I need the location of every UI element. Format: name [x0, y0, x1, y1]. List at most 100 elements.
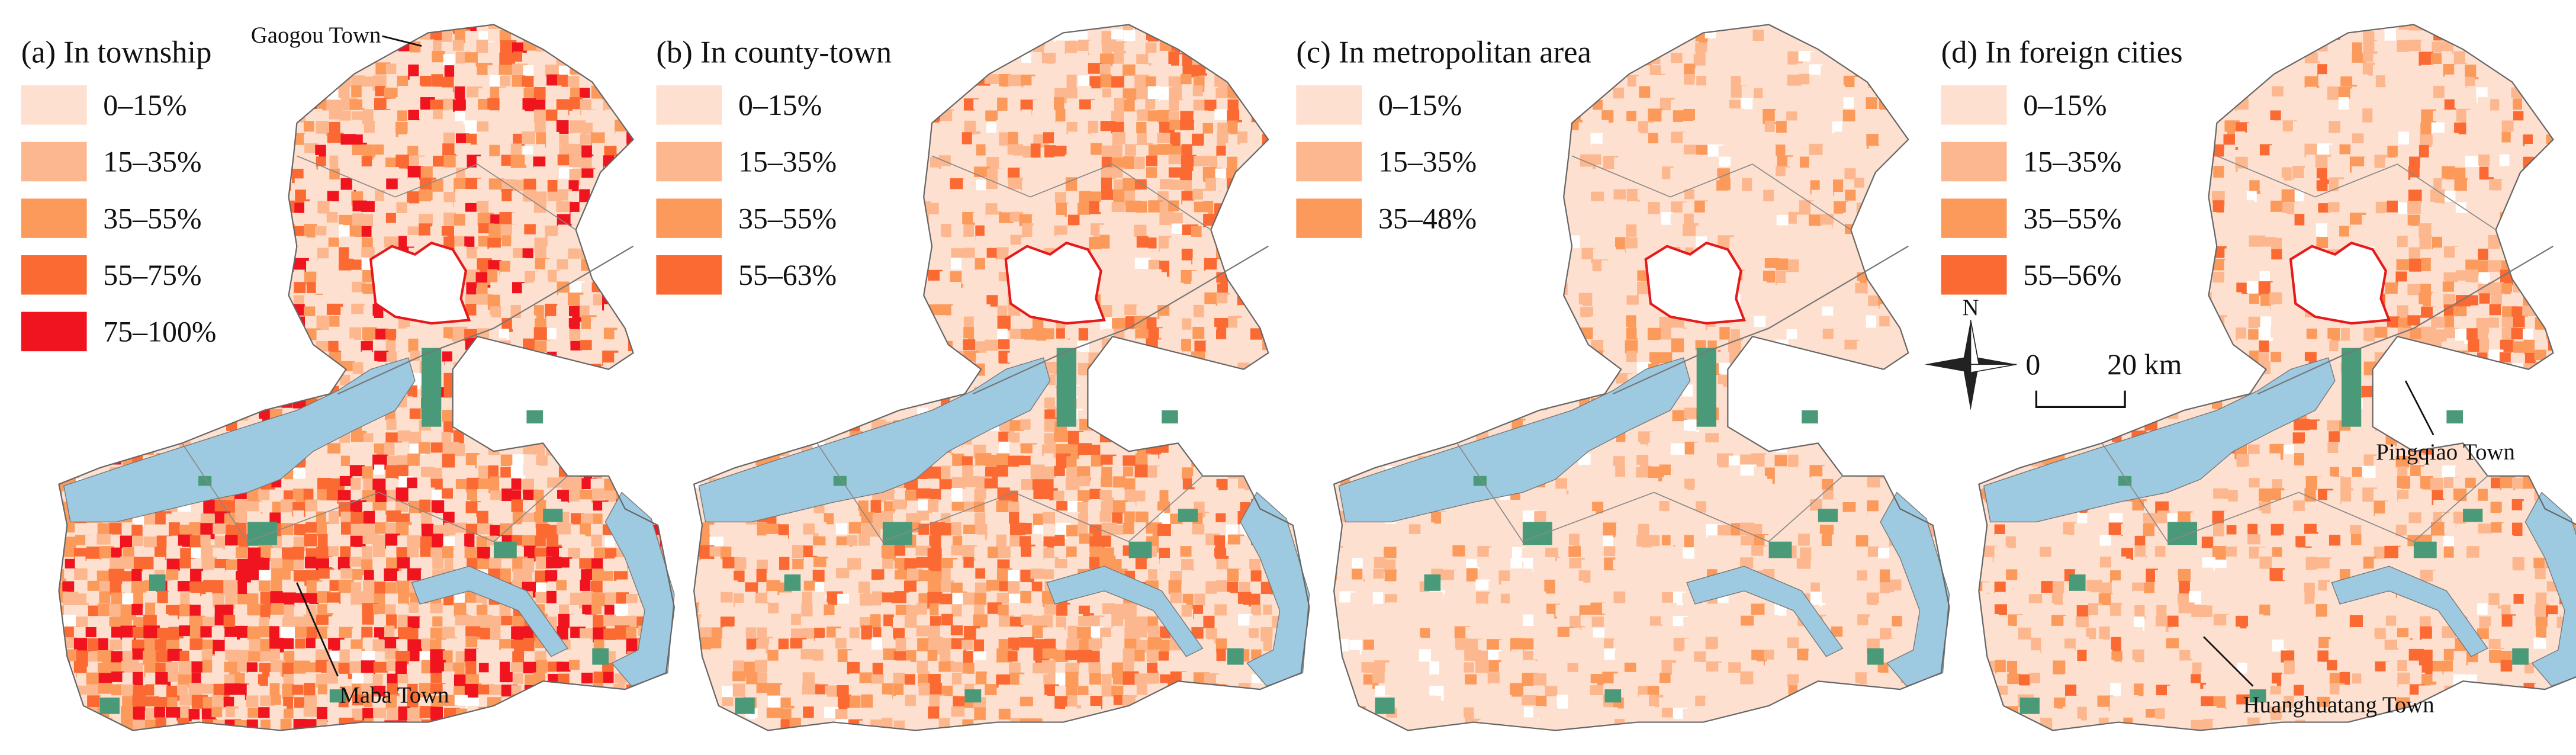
map-tile	[951, 131, 963, 145]
map-tile	[568, 248, 580, 261]
map-tile	[223, 339, 234, 356]
map-tile	[987, 40, 998, 50]
map-tile	[1054, 215, 1065, 229]
map-tile	[419, 63, 432, 79]
map-tile	[395, 661, 407, 676]
map-tile	[465, 661, 477, 676]
map-tile	[409, 500, 420, 517]
map-tile	[710, 304, 723, 314]
map-tile	[545, 110, 559, 123]
map-tile	[305, 189, 319, 200]
map-tile	[592, 188, 607, 201]
map-tile	[1295, 131, 1310, 143]
map-tile	[223, 615, 237, 628]
map-tile	[792, 318, 805, 329]
map-tile	[1088, 156, 1102, 168]
map-tile	[271, 237, 285, 252]
map-tile	[294, 660, 310, 674]
map-tile	[488, 397, 499, 410]
map-tile	[1123, 24, 1133, 31]
map-tile	[591, 422, 604, 433]
map-tile	[533, 87, 546, 101]
map-tile	[824, 110, 837, 121]
map-tile	[442, 478, 458, 490]
map-tile	[246, 695, 259, 708]
map-tile	[591, 706, 603, 722]
map-tile	[443, 212, 456, 227]
map-tile	[535, 732, 550, 748]
map-tile	[386, 178, 400, 189]
map-tile	[271, 246, 282, 262]
map-tile	[512, 282, 525, 294]
map-tile	[673, 422, 674, 433]
map-tile	[627, 40, 640, 57]
map-tile	[364, 732, 376, 746]
map-tile	[1123, 237, 1140, 249]
map-tile	[500, 293, 513, 306]
map-tile	[375, 155, 388, 166]
map-tile	[188, 372, 202, 389]
map-tile	[326, 212, 338, 223]
map-tile	[155, 397, 168, 413]
map-tile	[419, 557, 432, 568]
map-tile	[1148, 200, 1163, 213]
map-tile	[651, 500, 664, 513]
map-tile	[1124, 214, 1136, 227]
map-tile	[133, 685, 146, 696]
map-tile	[625, 157, 640, 168]
map-tile	[329, 169, 342, 182]
map-tile	[328, 237, 339, 249]
map-tile	[671, 513, 674, 526]
map-tile	[64, 454, 81, 469]
map-tile	[386, 614, 397, 629]
map-tile	[154, 685, 168, 700]
map-tile	[223, 192, 239, 207]
map-tile	[1033, 122, 1044, 139]
map-tile	[260, 189, 273, 204]
map-tile	[1134, 99, 1146, 111]
map-tile	[734, 237, 749, 249]
map-tile	[533, 281, 549, 291]
map-tile	[339, 189, 354, 204]
map-tile	[523, 638, 535, 654]
map-tile	[75, 24, 87, 33]
map-tile	[1021, 24, 1037, 34]
map-tile	[316, 281, 330, 294]
map-tile	[488, 465, 499, 480]
map-tile	[487, 605, 500, 616]
map-tile	[1146, 24, 1159, 32]
map-tile	[1159, 295, 1169, 309]
map-tile	[247, 293, 262, 307]
map-tile	[580, 387, 596, 399]
map-tile	[249, 639, 262, 652]
map-tile	[281, 523, 294, 538]
map-tile	[419, 487, 435, 502]
map-tile	[304, 133, 314, 146]
map-tile	[201, 24, 213, 33]
map-tile	[557, 234, 570, 247]
map-tile	[722, 201, 738, 214]
district-boundary	[297, 155, 577, 230]
map-tile	[883, 316, 894, 330]
map-tile	[108, 76, 124, 90]
map-tile	[869, 121, 886, 137]
map-tile	[168, 305, 181, 316]
map-tile	[374, 581, 385, 595]
map-tile	[1227, 41, 1243, 59]
map-tile	[212, 580, 224, 595]
map-tile	[281, 397, 293, 408]
map-tile	[455, 719, 467, 731]
map-tile	[615, 63, 627, 74]
map-tile	[419, 24, 432, 31]
map-tile	[271, 603, 284, 616]
map-tile	[352, 362, 365, 377]
map-tile	[282, 339, 294, 351]
map-tile	[75, 396, 89, 411]
map-tile	[604, 407, 619, 423]
map-tile	[1169, 304, 1186, 316]
map-tile	[362, 442, 375, 454]
map-tile	[213, 523, 229, 534]
map-tile	[476, 409, 490, 421]
map-tile	[477, 373, 489, 390]
map-tile	[143, 592, 158, 605]
